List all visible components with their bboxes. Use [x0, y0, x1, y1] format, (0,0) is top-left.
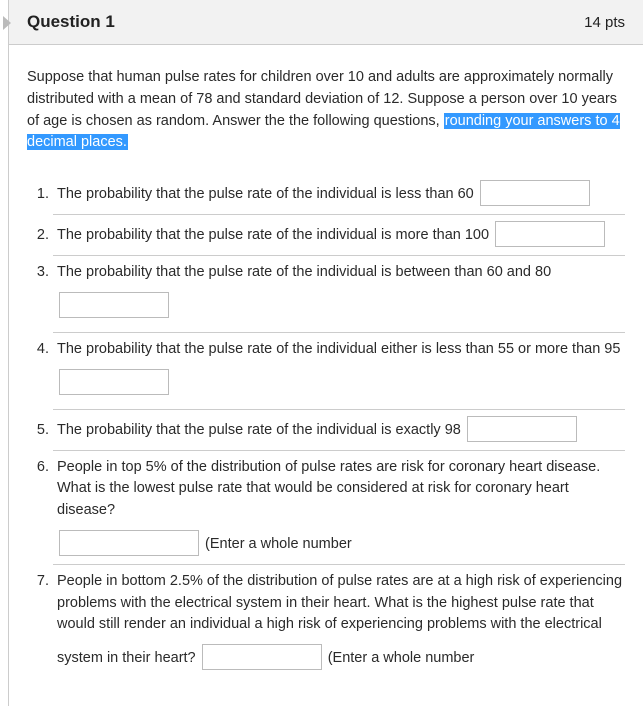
- question-body: Suppose that human pulse rates for child…: [9, 45, 643, 706]
- q7-hint: (Enter a whole number: [328, 650, 475, 666]
- q1-answer-input[interactable]: [480, 180, 590, 206]
- question-header: Question 1 14 pts: [9, 0, 643, 45]
- subquestion-list: The probability that the pulse rate of t…: [27, 174, 625, 678]
- q5-text: The probability that the pulse rate of t…: [57, 422, 461, 438]
- question-intro: Suppose that human pulse rates for child…: [27, 67, 625, 154]
- q6-hint: (Enter a whole number: [205, 536, 352, 552]
- q3-text: The probability that the pulse rate of t…: [57, 264, 551, 280]
- subquestion-6: People in top 5% of the distribution of …: [53, 450, 625, 564]
- q4-text: The probability that the pulse rate of t…: [57, 341, 620, 357]
- q6-text: People in top 5% of the distribution of …: [57, 459, 600, 519]
- question-points: 14 pts: [584, 14, 625, 31]
- chevron-right-icon: [3, 16, 11, 30]
- q7-text-a: People in bottom 2.5% of the distributio…: [57, 573, 622, 633]
- q4-answer-input[interactable]: [59, 369, 169, 395]
- subquestion-3: The probability that the pulse rate of t…: [53, 255, 625, 332]
- subquestion-2: The probability that the pulse rate of t…: [53, 214, 625, 255]
- q3-answer-input[interactable]: [59, 292, 169, 318]
- subquestion-5: The probability that the pulse rate of t…: [53, 409, 625, 450]
- subquestion-1: The probability that the pulse rate of t…: [53, 174, 625, 214]
- q7-answer-input[interactable]: [202, 644, 322, 670]
- q5-answer-input[interactable]: [467, 416, 577, 442]
- q6-answer-input[interactable]: [59, 530, 199, 556]
- q2-answer-input[interactable]: [495, 221, 605, 247]
- q1-text: The probability that the pulse rate of t…: [57, 186, 474, 202]
- q7-text-b: system in their heart?: [57, 650, 196, 666]
- subquestion-7: People in bottom 2.5% of the distributio…: [53, 564, 625, 678]
- q2-text: The probability that the pulse rate of t…: [57, 227, 489, 243]
- question-container: Question 1 14 pts Suppose that human pul…: [8, 0, 643, 706]
- subquestion-4: The probability that the pulse rate of t…: [53, 332, 625, 409]
- question-title: Question 1: [27, 12, 115, 32]
